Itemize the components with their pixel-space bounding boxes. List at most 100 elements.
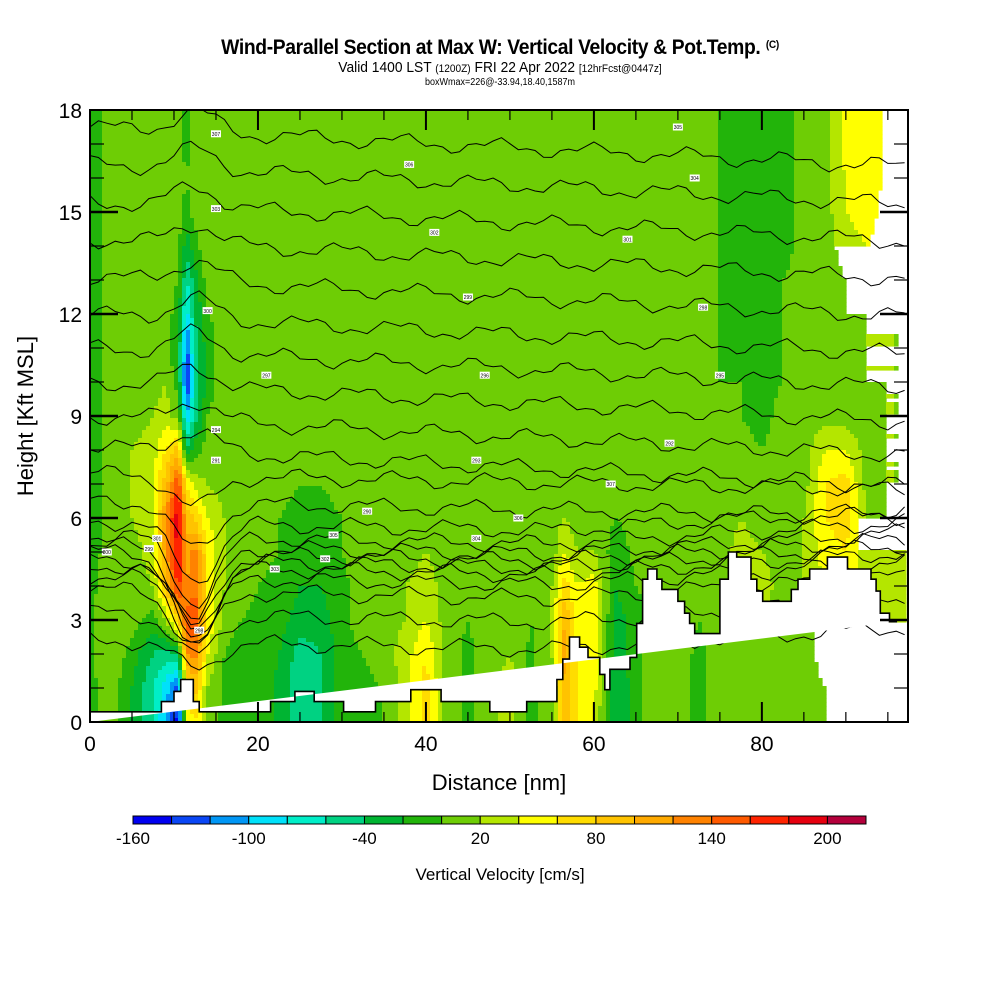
field-cell xyxy=(718,286,783,291)
field-cell xyxy=(794,178,831,183)
field-cell xyxy=(602,578,611,583)
field-cell xyxy=(182,146,191,151)
field-cell xyxy=(718,126,795,131)
field-cell xyxy=(178,594,183,599)
field-cell xyxy=(142,554,155,559)
field-cell xyxy=(90,202,103,207)
field-cell xyxy=(534,654,551,659)
field-cell xyxy=(130,490,155,495)
field-cell xyxy=(322,666,335,671)
field-cell xyxy=(342,526,559,531)
field-cell xyxy=(570,618,575,623)
field-cell xyxy=(830,138,843,143)
field-cell xyxy=(558,710,563,715)
field-cell xyxy=(158,522,163,527)
field-cell xyxy=(554,710,559,715)
field-cell xyxy=(438,710,443,715)
field-cell xyxy=(850,454,863,459)
field-cell xyxy=(602,570,611,575)
field-cell xyxy=(206,414,743,419)
field-cell xyxy=(330,610,351,615)
field-cell xyxy=(606,694,611,699)
field-cell xyxy=(550,654,555,659)
field-cell xyxy=(570,582,599,587)
field-cell xyxy=(130,502,155,507)
field-cell xyxy=(202,446,811,451)
field-cell xyxy=(794,110,831,115)
field-cell xyxy=(166,598,171,603)
field-cell xyxy=(90,430,103,435)
field-cell xyxy=(126,654,139,659)
field-cell xyxy=(278,530,343,535)
field-cell xyxy=(186,466,811,471)
field-cell xyxy=(182,130,191,135)
field-cell xyxy=(858,558,907,563)
field-cell xyxy=(194,406,199,411)
field-cell xyxy=(102,330,171,335)
field-cell xyxy=(614,590,619,595)
field-cell xyxy=(178,350,183,355)
field-cell xyxy=(186,570,191,575)
field-cell xyxy=(206,286,719,291)
field-cell xyxy=(98,558,143,563)
field-cell xyxy=(90,678,99,683)
field-cell xyxy=(206,386,215,391)
field-cell xyxy=(830,174,847,179)
field-cell xyxy=(826,510,851,515)
isentrope-line xyxy=(90,464,905,507)
field-cell xyxy=(550,626,555,631)
field-cell xyxy=(178,346,183,351)
field-cell xyxy=(210,314,719,319)
field-cell xyxy=(782,346,867,351)
field-cell xyxy=(198,658,203,663)
field-cell xyxy=(690,686,707,691)
field-cell xyxy=(706,702,827,707)
field-cell xyxy=(154,506,159,511)
field-cell xyxy=(578,698,595,703)
field-cell xyxy=(158,562,163,567)
field-cell xyxy=(826,490,851,495)
field-cell xyxy=(102,406,155,411)
field-cell xyxy=(214,362,719,367)
field-cell xyxy=(102,422,151,427)
field-cell xyxy=(174,366,179,371)
field-cell xyxy=(862,474,887,479)
field-cell xyxy=(442,710,463,715)
field-cell xyxy=(578,670,599,675)
field-cell xyxy=(718,162,795,167)
field-cell xyxy=(778,394,887,399)
field-cell xyxy=(550,594,559,599)
field-cell xyxy=(166,570,171,575)
field-cell xyxy=(718,182,795,187)
field-cell xyxy=(90,214,103,219)
field-cell xyxy=(94,670,123,675)
field-cell xyxy=(158,518,163,523)
field-cell xyxy=(198,530,207,535)
field-cell xyxy=(894,334,899,339)
field-cell xyxy=(102,454,131,459)
field-cell xyxy=(718,298,783,303)
field-cell xyxy=(850,490,859,495)
contour-label-box xyxy=(429,228,440,236)
field-cell xyxy=(718,242,795,247)
field-cell xyxy=(102,234,179,239)
field-cell xyxy=(558,706,563,711)
field-cell xyxy=(178,302,183,307)
field-cell xyxy=(718,194,795,199)
field-cell xyxy=(602,622,607,627)
field-cell xyxy=(690,718,707,722)
field-cell xyxy=(186,418,191,423)
field-cell xyxy=(194,382,199,387)
field-cell xyxy=(570,566,599,571)
field-cell xyxy=(802,534,815,539)
field-cell xyxy=(190,478,207,483)
field-cell xyxy=(538,706,555,711)
field-cell xyxy=(170,586,175,591)
field-cell xyxy=(534,630,551,635)
field-cell xyxy=(442,650,463,655)
field-cell xyxy=(174,598,191,603)
field-cell xyxy=(534,638,551,643)
field-cell xyxy=(182,490,187,495)
colorbar-segment xyxy=(132,815,173,825)
field-cell xyxy=(858,566,907,571)
